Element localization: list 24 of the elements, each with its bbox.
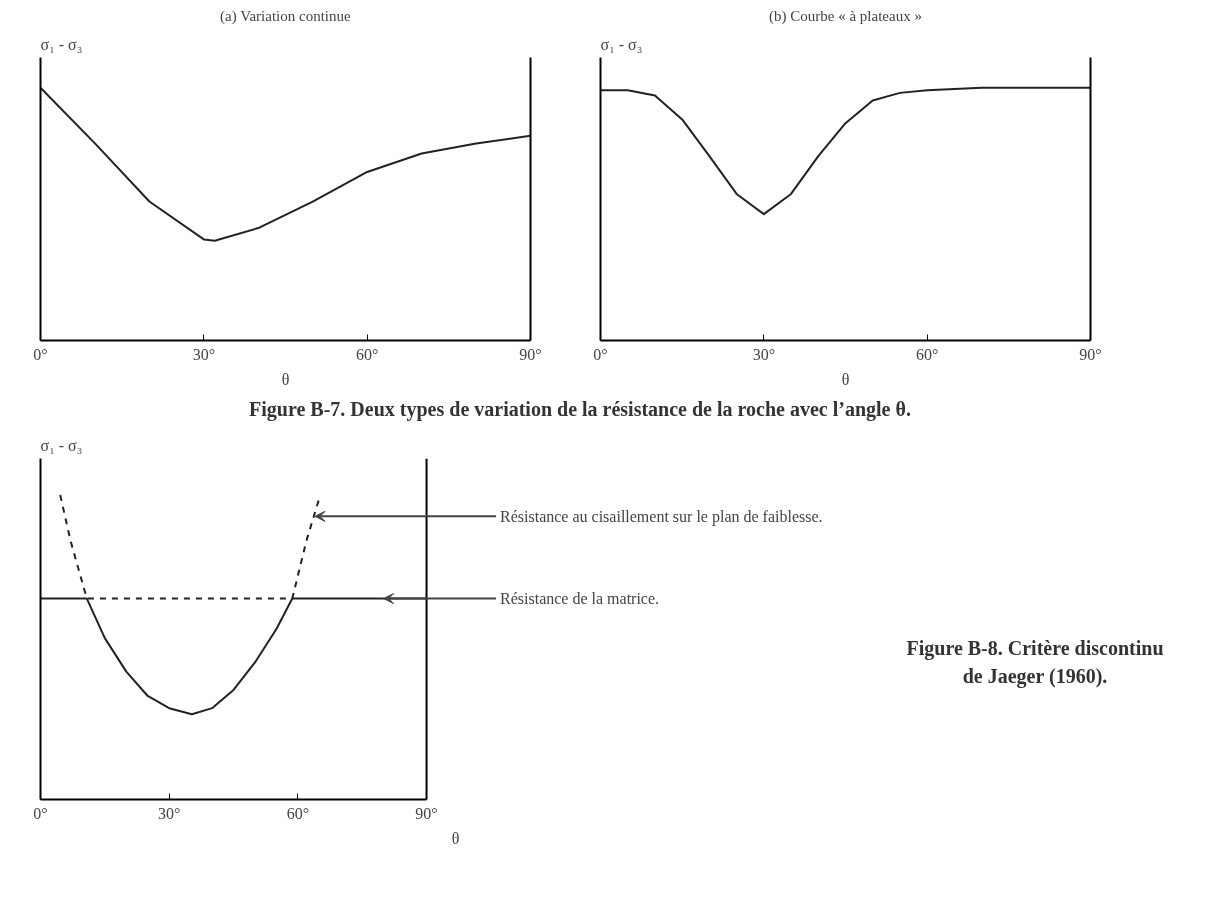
x-tick-label: 0°	[33, 804, 48, 822]
x-tick-label: 90°	[1079, 345, 1102, 363]
x-axis-title: θ	[451, 829, 460, 847]
y-axis-title: σ₁ - σ₃	[40, 436, 83, 454]
text: Figure B-7. Deux types de variation de la résistance de la roche avec l’angle θ.	[249, 397, 911, 423]
x-axis-title: θ	[841, 370, 850, 388]
x-tick-label: 60°	[286, 804, 310, 822]
y-axis-title: σ₁ - σ₃	[600, 35, 643, 53]
annotation: Résistance de la matrice.	[500, 589, 660, 607]
x-tick-label: 90°	[415, 804, 438, 822]
x-axis-title: θ	[281, 370, 290, 388]
y-axis-title: σ₁ - σ₃	[40, 35, 83, 53]
x-tick-label: 30°	[752, 345, 776, 363]
chart-title: (a) Variation continue	[220, 7, 351, 25]
x-tick-label: 60°	[915, 345, 939, 363]
x-tick-label: 0°	[33, 345, 48, 363]
text: Figure B-8. Critère discontinu de Jaeger (1960).	[905, 635, 1165, 690]
x-tick-label: 90°	[519, 345, 542, 363]
x-tick-label: 30°	[192, 345, 216, 363]
annotation: Résistance au cisaillement sur le plan de faiblesse.	[500, 507, 823, 526]
x-tick-label: 30°	[157, 804, 181, 822]
x-tick-label: 60°	[355, 345, 379, 363]
chart-title: (b) Courbe « à plateaux »	[769, 7, 922, 25]
x-tick-label: 0°	[593, 345, 608, 363]
